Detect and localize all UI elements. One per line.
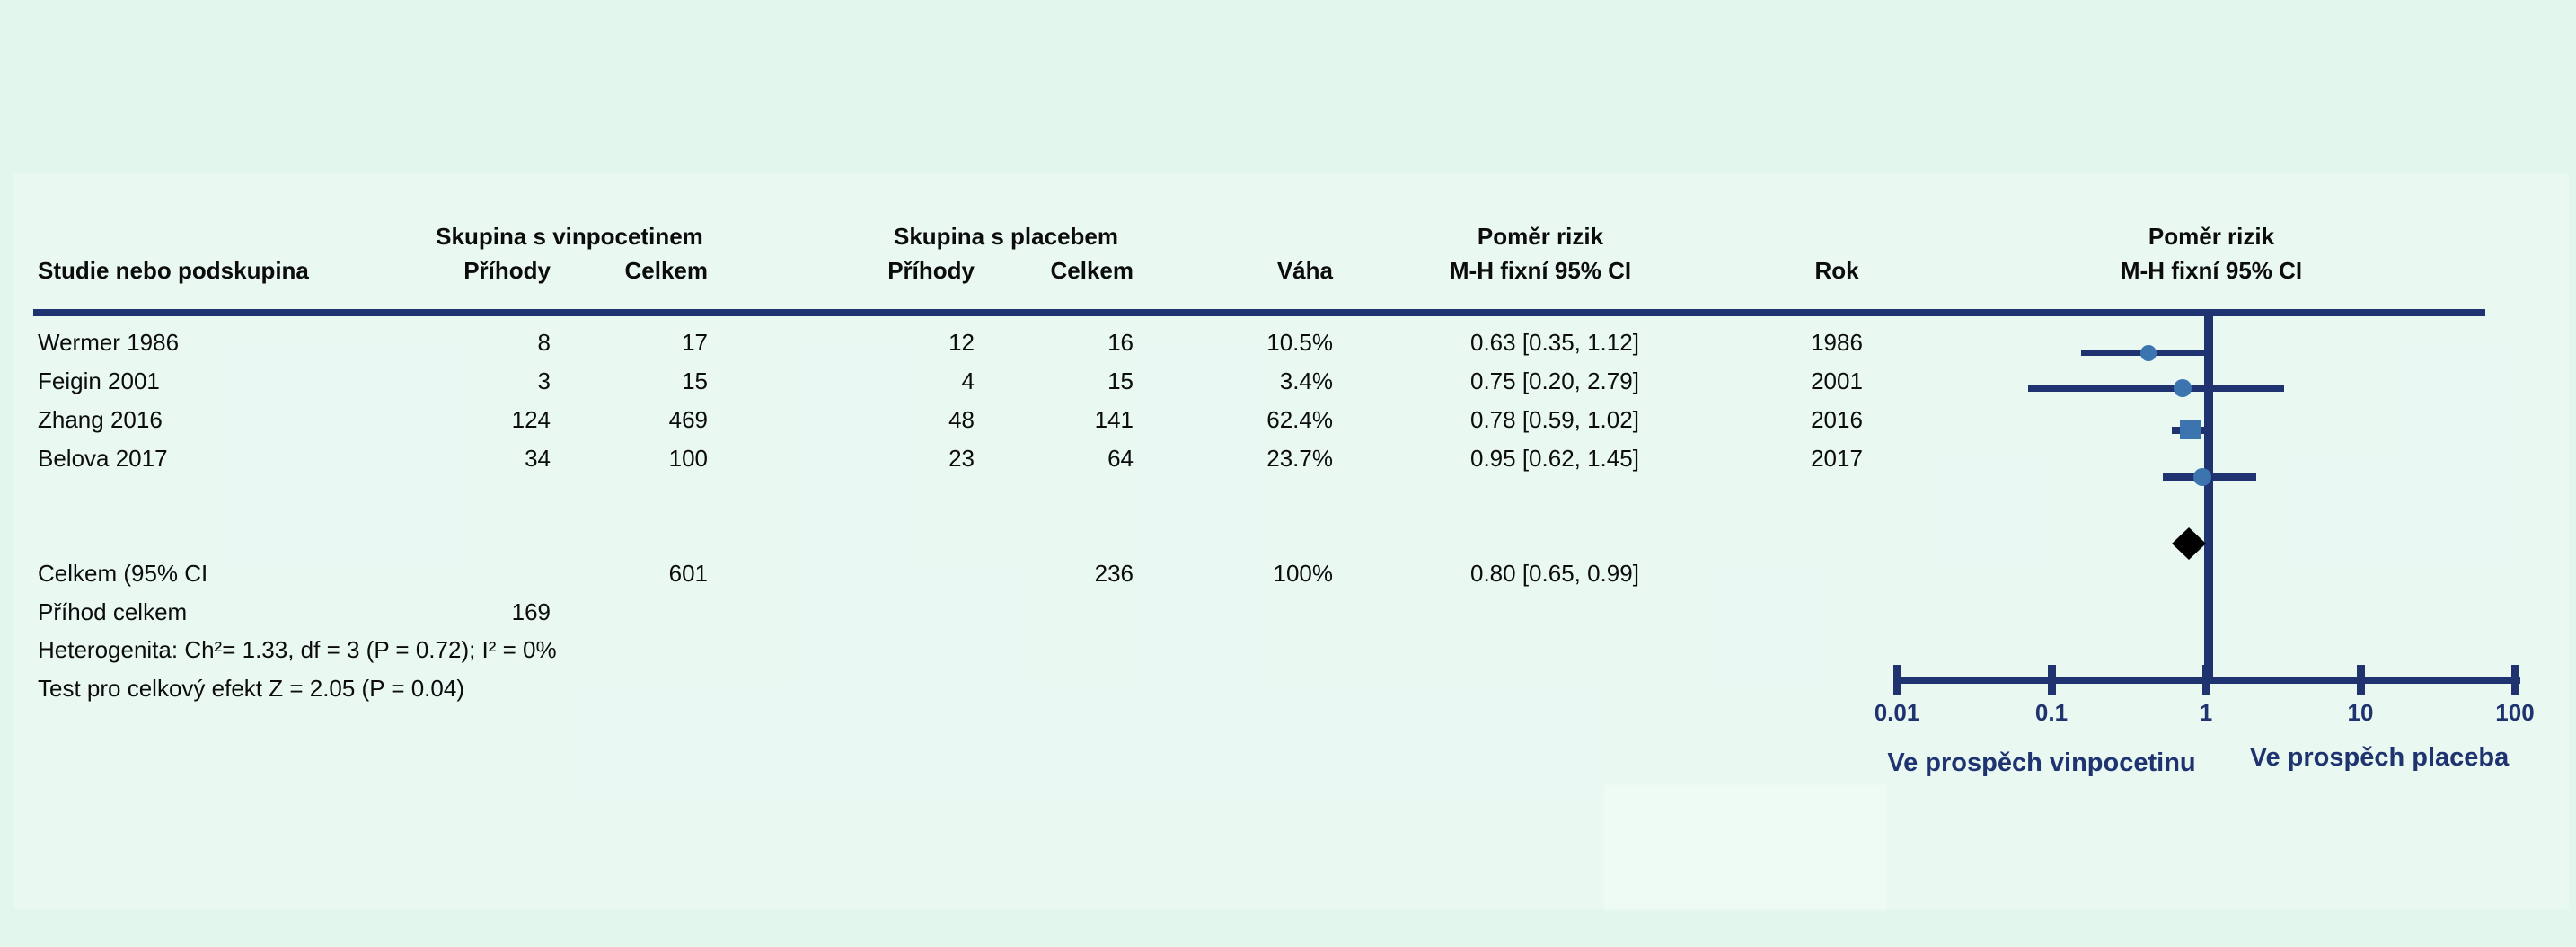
study-name: Feigin 2001 xyxy=(38,367,160,394)
year: 2017 xyxy=(1811,445,1863,472)
x-axis-tick-0_1 xyxy=(2048,665,2056,695)
x-axis-tick-1 xyxy=(2202,665,2210,695)
events-placebo: 12 xyxy=(948,329,975,356)
events-vinpocetine: 8 xyxy=(537,329,551,356)
point-estimate-belova xyxy=(2193,468,2211,486)
favors-vinpocetine-label: Ve prospěch vinpocetinu xyxy=(1887,748,2196,777)
total-vinpocetine: 15 xyxy=(682,367,708,394)
events-vinpocetine: 34 xyxy=(525,445,551,472)
tick-label-0_1: 0.1 xyxy=(2034,699,2069,726)
header-events-placebo: Příhody xyxy=(887,257,975,284)
weight: 23.7% xyxy=(1266,445,1333,472)
header-events-vinpocetine: Příhody xyxy=(463,257,551,284)
x-axis-tick-100 xyxy=(2511,665,2519,695)
heterogeneity-text: Heterogenita: Ch²= 1.33, df = 3 (P = 0.7… xyxy=(38,636,557,663)
favors-placebo-label: Ve prospěch placeba xyxy=(2249,743,2510,772)
header-group-vinpocetine: Skupina s vinpocetinem xyxy=(436,223,703,250)
total-vinpocetine: 100 xyxy=(668,445,708,472)
events-total-label: Příhod celkem xyxy=(38,598,188,625)
risk-ratio-ci: 0.78 [0.59, 1.02] xyxy=(1470,406,1639,433)
total-weight: 100% xyxy=(1273,560,1334,587)
no-effect-line xyxy=(2204,313,2213,681)
risk-ratio-ci: 0.63 [0.35, 1.12] xyxy=(1470,329,1639,356)
total-placebo: 64 xyxy=(1107,445,1134,472)
risk-ratio-ci: 0.95 [0.62, 1.45] xyxy=(1470,445,1639,472)
header-effect-subtitle: M-H fixní 95% CI xyxy=(1449,257,1632,284)
total-placebo: 15 xyxy=(1107,367,1134,394)
x-axis-tick-0_01 xyxy=(1893,665,1901,695)
total-placebo: 141 xyxy=(1094,406,1134,433)
weight: 10.5% xyxy=(1266,329,1333,356)
weight: 62.4% xyxy=(1266,406,1333,433)
header-group-placebo: Skupina s placebem xyxy=(894,223,1118,250)
weight: 3.4% xyxy=(1279,367,1333,394)
year: 2001 xyxy=(1811,367,1863,394)
header-year: Rok xyxy=(1814,257,1859,284)
study-name: Belova 2017 xyxy=(38,445,168,472)
header-total-vinpocetine: Celkem xyxy=(624,257,709,284)
year: 1986 xyxy=(1811,329,1863,356)
header-plot-title: Poměr rizik xyxy=(2148,223,2275,250)
events-placebo: 48 xyxy=(948,406,975,433)
total-vinpocetine: 17 xyxy=(682,329,708,356)
total-vinpocetine: 469 xyxy=(668,406,708,433)
overall-effect-text: Test pro celkový efekt Z = 2.05 (P = 0.0… xyxy=(38,675,464,702)
tick-label-100: 100 xyxy=(2495,699,2535,726)
events-vinpocetine: 124 xyxy=(511,406,551,433)
events-vinpocetine: 3 xyxy=(537,367,551,394)
point-estimate-zhang xyxy=(2180,420,2201,439)
header-separator-line xyxy=(33,309,2485,316)
total-label: Celkem (95% CI xyxy=(38,560,208,587)
risk-ratio-ci: 0.75 [0.20, 2.79] xyxy=(1470,367,1639,394)
tick-label-1: 1 xyxy=(2199,699,2213,726)
header-study: Studie nebo podskupina xyxy=(38,257,309,284)
background-shade-patch xyxy=(1604,785,1886,911)
header-effect-title: Poměr rizik xyxy=(1477,223,1604,250)
point-estimate-wermer xyxy=(2140,345,2157,361)
total-placebo: 16 xyxy=(1107,329,1134,356)
study-name: Zhang 2016 xyxy=(38,406,163,433)
year: 2016 xyxy=(1811,406,1863,433)
events-placebo: 23 xyxy=(948,445,975,472)
events-placebo: 4 xyxy=(961,367,975,394)
x-axis-tick-10 xyxy=(2357,665,2365,695)
point-estimate-feigin xyxy=(2174,379,2192,397)
events-total-value: 169 xyxy=(511,598,551,625)
header-plot-subtitle: M-H fixní 95% CI xyxy=(2120,257,2303,284)
study-name: Wermer 1986 xyxy=(38,329,180,356)
tick-label-0_01: 0.01 xyxy=(1874,699,1920,726)
header-weight: Váha xyxy=(1276,257,1333,284)
header-total-placebo: Celkem xyxy=(1050,257,1134,284)
total-risk-ratio-ci: 0.80 [0.65, 0.99] xyxy=(1470,560,1639,587)
total-vinpocetine-sum: 601 xyxy=(668,560,708,587)
total-placebo-sum: 236 xyxy=(1094,560,1134,587)
figure-background-shade xyxy=(13,173,2569,909)
tick-label-10: 10 xyxy=(2347,699,2374,726)
ci-line-feigin xyxy=(2028,385,2284,392)
